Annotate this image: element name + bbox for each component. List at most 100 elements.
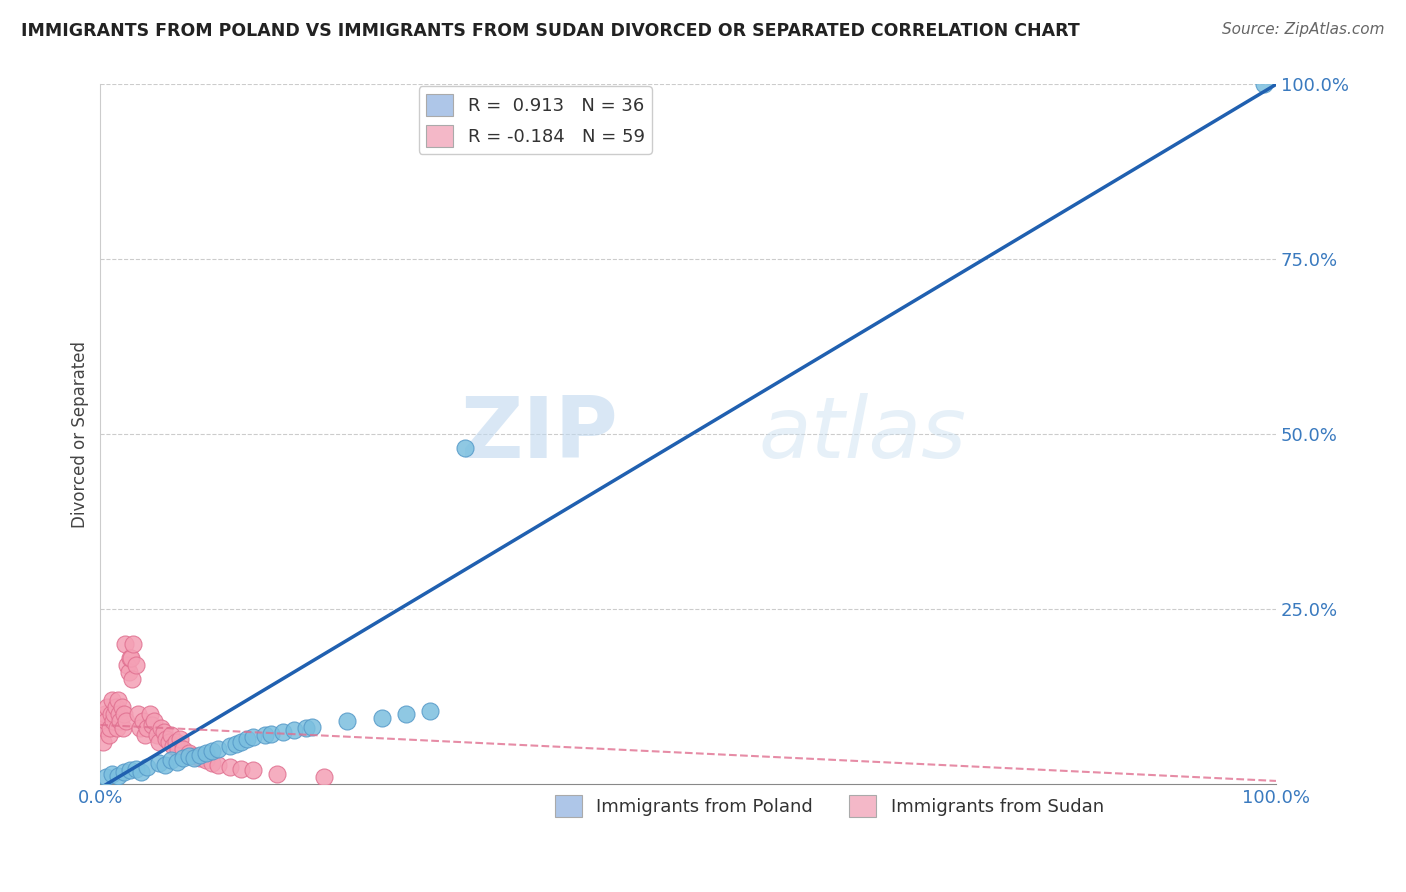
Point bbox=[96, 771, 118, 785]
Point bbox=[177, 746, 200, 760]
Point bbox=[195, 753, 218, 767]
Point bbox=[165, 735, 187, 749]
Point bbox=[124, 762, 146, 776]
Point bbox=[148, 735, 170, 749]
Point bbox=[93, 722, 115, 736]
Point bbox=[266, 767, 288, 781]
Point bbox=[172, 742, 194, 756]
Point bbox=[138, 707, 160, 722]
Point bbox=[225, 737, 247, 751]
Point bbox=[117, 665, 139, 680]
Point bbox=[136, 722, 159, 736]
Point bbox=[236, 731, 259, 746]
Point bbox=[195, 746, 218, 760]
Point bbox=[94, 707, 117, 722]
Point bbox=[183, 751, 205, 765]
Point bbox=[131, 714, 153, 729]
Point bbox=[253, 728, 276, 742]
Point bbox=[336, 714, 359, 729]
Point bbox=[169, 731, 191, 746]
Point bbox=[162, 739, 184, 753]
Point bbox=[121, 673, 143, 687]
Point bbox=[177, 749, 200, 764]
Point bbox=[101, 693, 124, 707]
Point bbox=[127, 707, 149, 722]
Point bbox=[188, 751, 211, 765]
Point bbox=[271, 725, 294, 739]
Point bbox=[295, 722, 318, 736]
Point bbox=[115, 714, 138, 729]
Text: Source: ZipAtlas.com: Source: ZipAtlas.com bbox=[1222, 22, 1385, 37]
Point bbox=[155, 731, 177, 746]
Point bbox=[110, 700, 132, 714]
Point bbox=[231, 762, 253, 776]
Point bbox=[418, 704, 440, 718]
Point bbox=[114, 637, 136, 651]
Point bbox=[112, 764, 135, 779]
Point bbox=[157, 735, 180, 749]
Point bbox=[118, 764, 141, 778]
Point bbox=[122, 637, 145, 651]
Point bbox=[146, 728, 169, 742]
Point bbox=[218, 760, 240, 774]
Point bbox=[124, 658, 146, 673]
Text: ZIP: ZIP bbox=[460, 393, 617, 476]
Point bbox=[166, 755, 188, 769]
Point bbox=[1253, 78, 1275, 92]
Point bbox=[96, 714, 118, 729]
Point bbox=[100, 707, 122, 722]
Point bbox=[136, 760, 159, 774]
Point bbox=[183, 749, 205, 764]
Point bbox=[134, 728, 156, 742]
Point bbox=[207, 757, 229, 772]
Y-axis label: Divorced or Separated: Divorced or Separated bbox=[72, 341, 89, 528]
Point bbox=[395, 707, 418, 722]
Point bbox=[141, 718, 163, 732]
Point bbox=[107, 769, 129, 783]
Point bbox=[107, 693, 129, 707]
Point bbox=[218, 739, 240, 753]
Point bbox=[148, 756, 170, 771]
Point bbox=[129, 722, 152, 736]
Point bbox=[153, 757, 176, 772]
Point bbox=[143, 714, 166, 729]
Point bbox=[103, 714, 125, 729]
Point bbox=[150, 722, 173, 736]
Point bbox=[160, 753, 183, 767]
Point bbox=[96, 700, 118, 714]
Point bbox=[101, 767, 124, 781]
Point bbox=[301, 720, 323, 734]
Point bbox=[160, 728, 183, 742]
Point bbox=[153, 725, 176, 739]
Point bbox=[105, 722, 128, 736]
Point bbox=[117, 658, 139, 673]
Text: atlas: atlas bbox=[759, 393, 967, 476]
Point bbox=[371, 711, 394, 725]
Point bbox=[283, 723, 305, 737]
Point bbox=[242, 730, 264, 744]
Point bbox=[201, 756, 224, 771]
Point bbox=[172, 751, 194, 765]
Point bbox=[201, 744, 224, 758]
Point bbox=[167, 742, 190, 756]
Point bbox=[97, 728, 120, 742]
Point bbox=[131, 764, 153, 779]
Text: IMMIGRANTS FROM POLAND VS IMMIGRANTS FROM SUDAN DIVORCED OR SEPARATED CORRELATIO: IMMIGRANTS FROM POLAND VS IMMIGRANTS FRO… bbox=[21, 22, 1080, 40]
Point bbox=[260, 727, 283, 741]
Point bbox=[242, 764, 264, 778]
Legend: Immigrants from Poland, Immigrants from Sudan: Immigrants from Poland, Immigrants from … bbox=[547, 788, 1111, 824]
Point bbox=[111, 722, 134, 736]
Point bbox=[108, 707, 131, 722]
Point bbox=[120, 651, 142, 665]
Point bbox=[207, 742, 229, 756]
Point bbox=[312, 771, 335, 785]
Point bbox=[103, 707, 125, 722]
Point bbox=[118, 651, 141, 665]
Point bbox=[91, 735, 114, 749]
Point bbox=[188, 747, 211, 762]
Point bbox=[104, 700, 127, 714]
Point bbox=[454, 442, 477, 456]
Point bbox=[98, 722, 121, 736]
Point bbox=[231, 735, 253, 749]
Point bbox=[110, 714, 132, 729]
